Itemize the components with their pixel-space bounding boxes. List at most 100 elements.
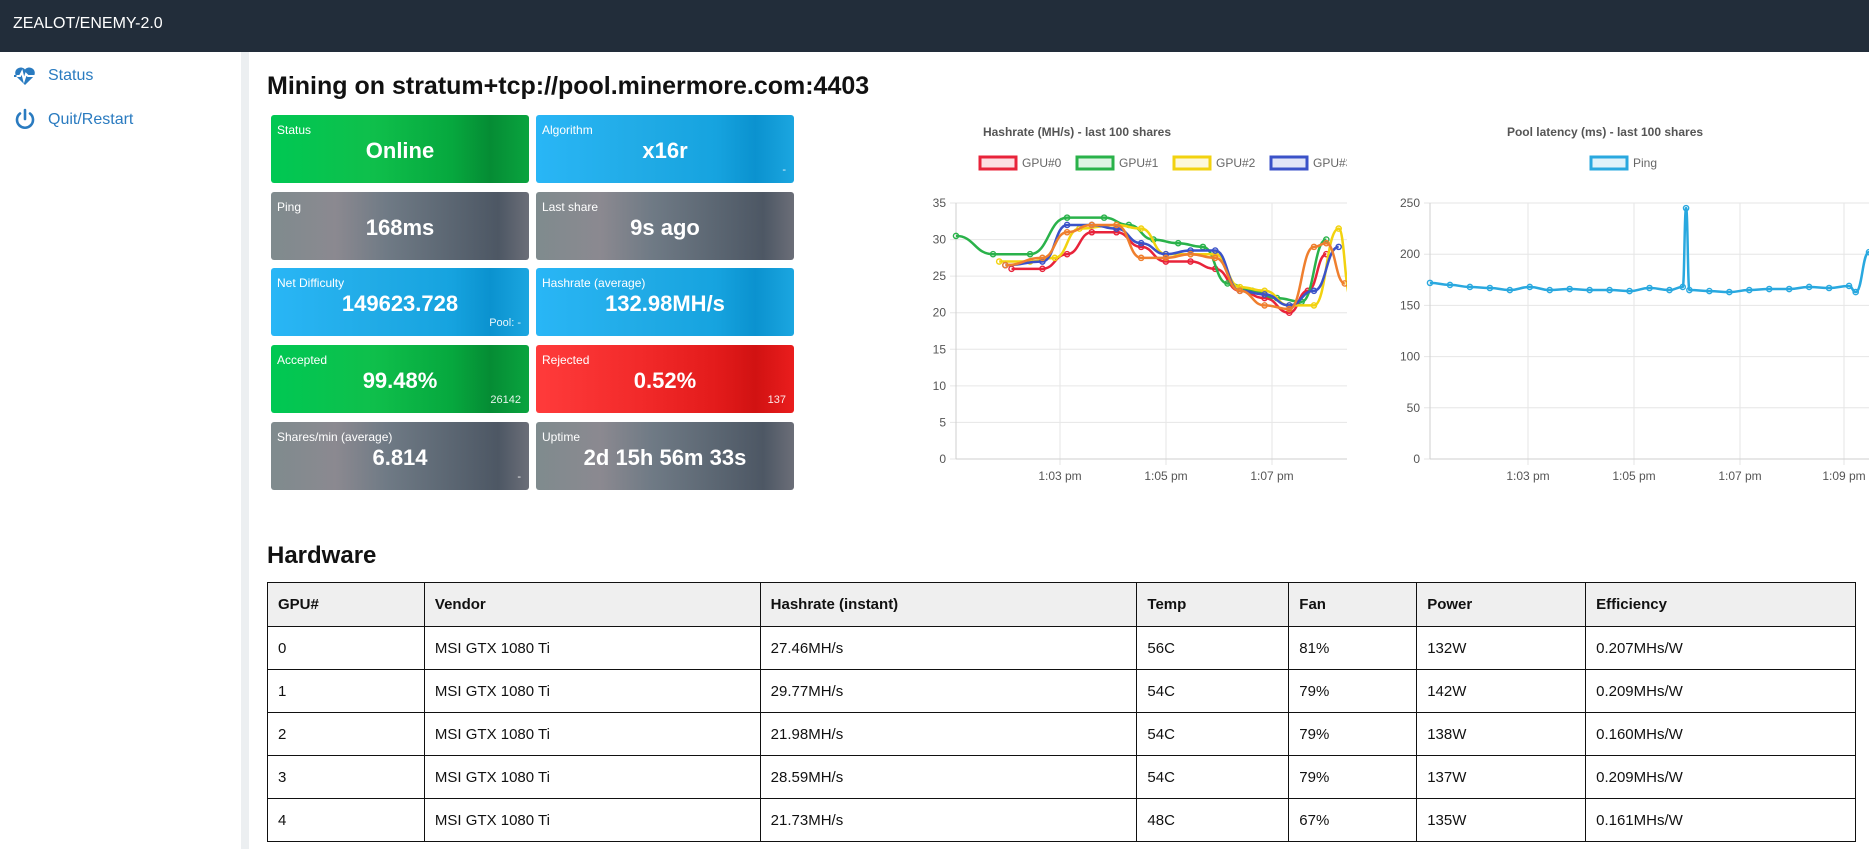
card-label: Rejected [542,353,590,367]
table-cell: 3 [267,755,425,799]
table-cell: 56C [1136,626,1290,670]
legend-item[interactable]: Ping [1589,155,1657,171]
table-cell: 54C [1136,669,1290,713]
series-line [1005,223,1340,307]
table-cell: 0.209MHs/W [1585,755,1856,799]
card-label: Uptime [542,430,581,444]
data-point [1063,250,1071,258]
table-cell: 81% [1288,626,1418,670]
main-content: Mining on stratum+tcp://pool.minermore.c… [267,52,1869,849]
data-point [1137,225,1145,232]
card-value: x16r [642,138,688,163]
column-header: GPU# [267,582,425,627]
data-point [1310,287,1318,295]
status-card: Status Online [271,115,529,183]
x-tick-label: 1:07 pm [1718,469,1761,483]
legend-swatch [1075,155,1115,171]
data-point [1137,254,1145,262]
legend-item[interactable]: GPU#1 [1075,155,1159,171]
data-point [1679,283,1687,291]
data-point [1646,284,1653,292]
y-tick-label: 25 [933,269,947,283]
hardware-table: GPU# Vendor Hashrate (instant) Temp Fan … [267,582,1856,842]
table-cell: 29.77MH/s [759,669,1138,713]
card-label: Shares/min (average) [277,430,393,444]
y-tick-label: 150 [1400,298,1420,312]
data-point [995,258,1003,265]
x-tick-label: 1:05 pm [1612,469,1655,483]
card-value: Online [365,138,435,163]
data-point [1546,286,1554,294]
heartbeat-icon [14,67,36,85]
data-point [1310,302,1318,309]
x-tick-label: 1:07 pm [1250,469,1293,483]
legend-swatch [978,155,1018,171]
table-cell: MSI GTX 1080 Ti [423,626,761,670]
data-point [1088,228,1096,236]
card-value: 9s ago [630,215,700,240]
hardware-title: Hardware [267,542,377,569]
app-header: ZEALOT/ENEMY-2.0 [0,0,1869,52]
table-cell: MSI GTX 1080 Ti [423,669,761,713]
table-cell: 1 [267,669,425,713]
card-value: 2d 15h 56m 33s [583,445,747,470]
series-line [955,216,1327,303]
data-point [1805,283,1813,291]
x-tick-label: 1:03 pm [1038,469,1081,483]
card-sub: Pool: - [489,317,521,329]
legend-label: Ping [1633,156,1657,170]
table-cell: 2 [267,712,425,756]
data-point [1211,247,1219,254]
data-point [1187,258,1194,265]
table-cell: 67% [1288,798,1418,842]
table-cell: 137W [1416,755,1587,799]
data-point [989,250,997,258]
ping-card: Ping 168ms [271,192,529,260]
data-point [1088,221,1096,229]
legend-item[interactable]: GPU#0 [978,155,1062,171]
table-row: 4 MSI GTX 1080 Ti 21.73MH/s 48C 67% 135W… [267,798,1856,842]
table-cell: 0.209MHs/W [1585,669,1856,713]
card-label: Status [277,123,312,137]
legend-item[interactable]: GPU#3 [1269,155,1347,171]
data-point [1063,228,1071,236]
data-point [1682,204,1690,212]
y-tick-label: 35 [933,196,947,210]
legend-label: GPU#0 [1022,156,1062,170]
data-point [1285,305,1293,313]
sidebar-item-quit-restart[interactable]: Quit/Restart [0,98,241,142]
column-header: Power [1416,582,1587,627]
data-point [1852,288,1859,296]
sidebar-item-label: Quit/Restart [48,111,134,128]
table-cell: 138W [1416,712,1587,756]
series-line [1005,223,1346,311]
table-cell: 79% [1288,669,1418,713]
data-point [1008,265,1015,273]
column-header: Fan [1288,582,1418,627]
data-point [1586,286,1593,294]
card-value: 132.98MH/s [605,291,725,316]
sidebar-item-status[interactable]: Status [0,54,241,98]
hashrate-average-card: Hashrate (average) 132.98MH/s [536,268,794,336]
table-cell: 79% [1288,712,1418,756]
table-cell: 21.73MH/s [759,798,1138,842]
data-point [1261,291,1268,298]
algorithm-card: Algorithm x16r - [536,115,794,183]
data-point [1341,280,1347,287]
data-point [1137,239,1145,247]
series-line [1429,206,1869,294]
table-row: 3 MSI GTX 1080 Ti 28.59MH/s 54C 79% 137W… [267,755,1856,799]
app-title: ZEALOT/ENEMY-2.0 [13,15,163,32]
column-header: Hashrate (instant) [759,582,1138,627]
rejected-card: Rejected 0.52% 137 [536,345,794,413]
table-cell: MSI GTX 1080 Ti [423,755,761,799]
data-point [1063,214,1071,221]
y-tick-label: 30 [933,233,947,247]
y-tick-label: 20 [933,306,947,320]
data-point [1785,285,1793,293]
table-header-row: GPU# Vendor Hashrate (instant) Temp Fan … [267,582,1856,627]
card-label: Algorithm [542,123,593,137]
card-sub: - [517,471,521,483]
legend-item[interactable]: GPU#2 [1172,155,1256,171]
x-tick-label: 1:03 pm [1506,469,1549,483]
